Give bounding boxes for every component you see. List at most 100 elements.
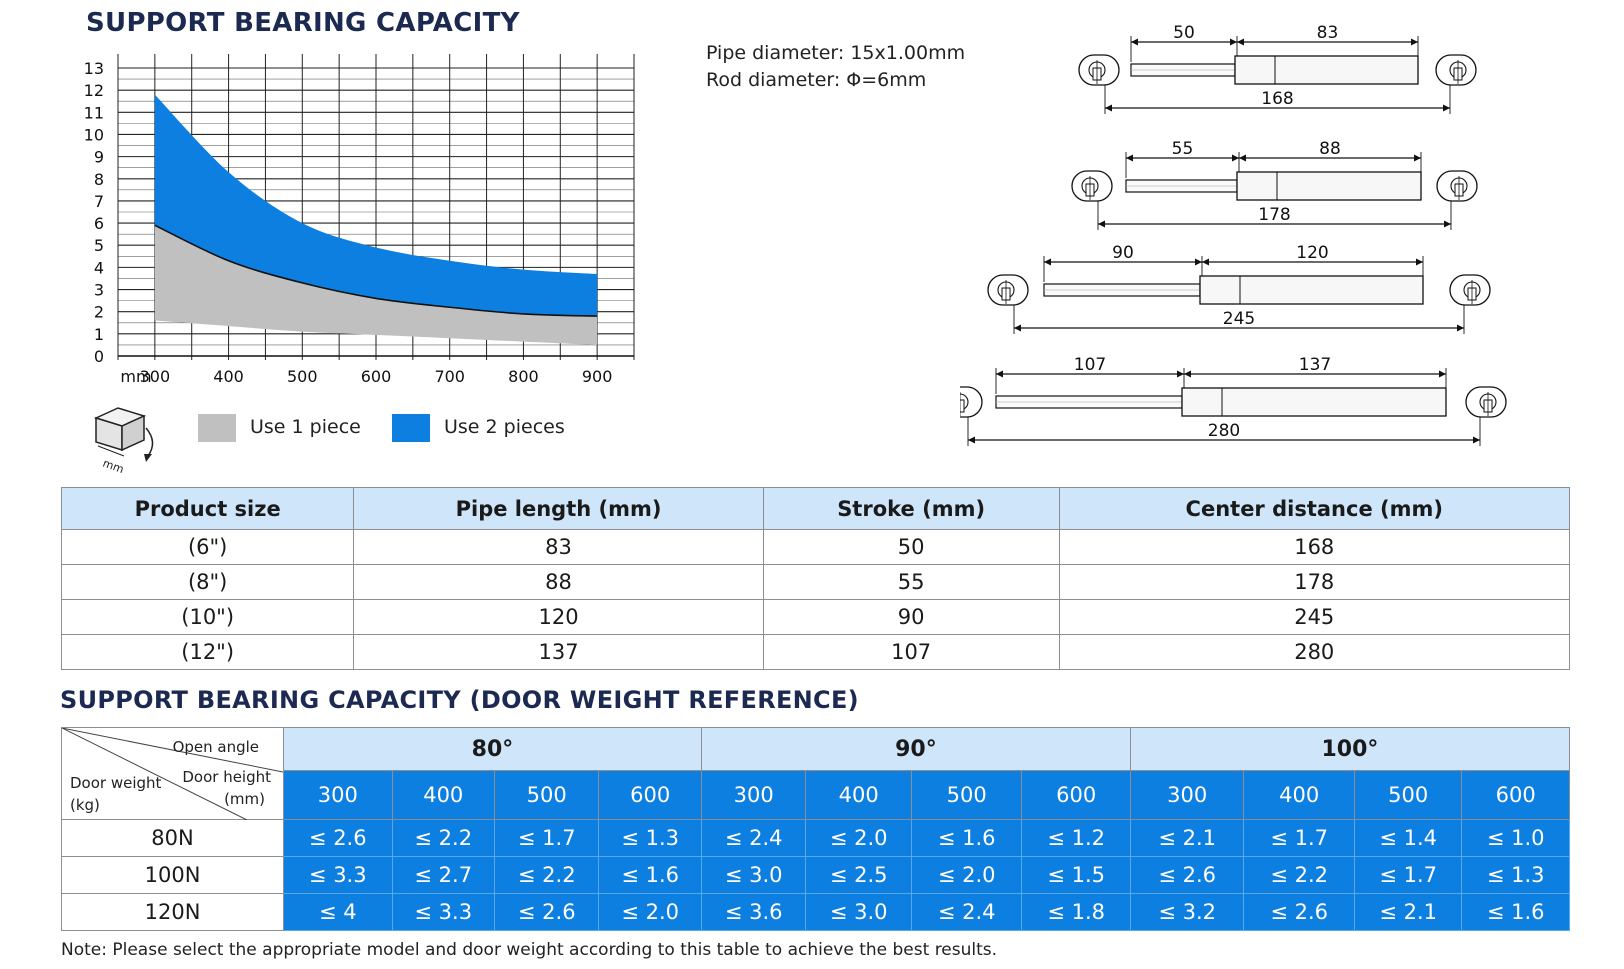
door-weight-label: Door weight — [70, 774, 162, 792]
force-label: 80N — [60, 819, 285, 857]
size-table-row: (12") 137 107 280 — [60, 634, 1570, 670]
size-table-cell: 178 — [1058, 564, 1570, 600]
door-weight-row: 80N ≤ 2.6 ≤ 2.2 ≤ 1.7 ≤ 1.3 ≤ 2.4 ≤ 2.0 ≤ 1.6 ≤ … — [60, 819, 1570, 857]
force-label: 100N — [60, 856, 285, 894]
note-text: Note: Please select the appropriate mode… — [61, 940, 998, 960]
weight-value-cell: ≤ 1.7 — [1353, 856, 1463, 894]
weight-value-cell: ≤ 1.4 — [1353, 819, 1463, 857]
door-weight-unit: (kg) — [70, 796, 100, 814]
weight-value-cell: ≤ 2.4 — [910, 893, 1023, 931]
door-weight-title: SUPPORT BEARING CAPACITY (DOOR WEIGHT RE… — [60, 686, 859, 714]
area-use-2-pieces — [154, 94, 598, 317]
center-distance-dimension: 245 — [1223, 309, 1255, 329]
door-height-cell: 300 — [283, 770, 393, 820]
size-table-header: Product size Pipe length (mm) Stroke (mm… — [60, 487, 1570, 530]
size-table-cell: (10") — [60, 599, 355, 635]
weight-value-cell: ≤ 1.6 — [598, 856, 702, 894]
x-tick-label: 400 — [213, 367, 244, 386]
gas-spring-drawing: 55 88 178 — [1071, 139, 1478, 230]
weight-value-cell: ≤ 1.3 — [598, 819, 702, 857]
weight-value-cell: ≤ 2.0 — [910, 856, 1023, 894]
door-height-unit: (mm) — [224, 790, 266, 808]
weight-value-cell: ≤ 3.0 — [700, 856, 807, 894]
y-tick-label: 11 — [84, 103, 104, 122]
size-table-row: (8") 88 55 178 — [60, 564, 1570, 600]
x-tick-label: 800 — [508, 367, 539, 386]
y-tick-label: 5 — [94, 236, 104, 255]
y-tick-label: 10 — [84, 125, 104, 144]
y-tick-label: 0 — [94, 347, 104, 366]
weight-value-cell: ≤ 2.1 — [1129, 819, 1245, 857]
door-weight-row: 120N ≤ 4 ≤ 3.3 ≤ 2.6 ≤ 2.0 ≤ 3.6 ≤ 3.0 ≤ 2.4 ≤ 1… — [60, 893, 1570, 931]
weight-value-cell: ≤ 2.0 — [805, 819, 912, 857]
door-weight-row: 100N ≤ 3.3 ≤ 2.7 ≤ 2.2 ≤ 1.6 ≤ 3.0 ≤ 2.5 ≤ 2.0 ≤… — [60, 856, 1570, 894]
gas-spring-drawing: 50 83 168 — [1078, 23, 1477, 114]
pipe-dimension: 88 — [1319, 139, 1341, 159]
table-corner-cell: Open angle Door height (mm) Door weight … — [60, 727, 285, 820]
gas-spring-drawing: 107 137 280 — [960, 355, 1507, 446]
door-height-cell: 400 — [1243, 770, 1355, 820]
boundary-line — [154, 224, 598, 317]
svg-text:mm: mm — [101, 457, 126, 477]
x-tick-label: 500 — [287, 367, 318, 386]
door-height-cell: 600 — [1021, 770, 1131, 820]
weight-value-cell: ≤ 1.2 — [1021, 819, 1131, 857]
weight-value-cell: ≤ 3.3 — [391, 893, 495, 931]
legend-swatch-1-piece — [198, 414, 236, 442]
door-height-cell: 500 — [493, 770, 600, 820]
y-tick-label: 13 — [84, 59, 104, 78]
pipe-dimension: 83 — [1317, 23, 1339, 43]
weight-value-cell: ≤ 2.6 — [283, 819, 393, 857]
y-tick-label: 9 — [94, 148, 104, 167]
chart-legend: mm Use 1 piece Use 2 pieces — [88, 404, 648, 484]
weight-value-cell: ≤ 1.5 — [1021, 856, 1131, 894]
pipe-dimension: 120 — [1296, 243, 1328, 263]
force-label: 120N — [60, 893, 285, 931]
stroke-dimension: 55 — [1172, 139, 1194, 159]
angle-90: 90° — [700, 727, 1131, 771]
door-height-cell: 400 — [391, 770, 495, 820]
weight-value-cell: ≤ 1.0 — [1461, 819, 1570, 857]
weight-value-cell: ≤ 1.8 — [1021, 893, 1131, 931]
y-tick-label: 3 — [94, 281, 104, 300]
weight-value-cell: ≤ 2.6 — [493, 893, 600, 931]
x-tick-label: 900 — [582, 367, 613, 386]
header-stroke: Stroke (mm) — [762, 487, 1060, 530]
weight-value-cell: ≤ 2.0 — [598, 893, 702, 931]
size-table-cell: (6") — [60, 529, 355, 565]
door-height-cell: 300 — [700, 770, 807, 820]
size-table-cell: 88 — [353, 564, 764, 600]
x-tick-label: 300 — [140, 367, 171, 386]
weight-value-cell: ≤ 3.2 — [1129, 893, 1245, 931]
stroke-dimension: 107 — [1074, 355, 1106, 375]
weight-value-cell: ≤ 2.5 — [805, 856, 912, 894]
center-distance-dimension: 178 — [1258, 205, 1290, 225]
dimension-drawings: 50 83 168 55 88 178 90 120 245 107 137 280 — [960, 23, 1507, 446]
area-use-1-piece — [154, 225, 598, 345]
door-height-cell: 400 — [805, 770, 912, 820]
size-table-cell: 137 — [353, 634, 764, 670]
angle-100: 100° — [1129, 727, 1571, 771]
door-height-cell: 300 — [1129, 770, 1245, 820]
size-table: Product size Pipe length (mm) Stroke (mm… — [60, 487, 1570, 670]
legend-label-2-pieces: Use 2 pieces — [444, 416, 565, 438]
weight-value-cell: ≤ 1.6 — [910, 819, 1023, 857]
size-table-cell: 245 — [1058, 599, 1570, 635]
weight-value-cell: ≤ 3.6 — [700, 893, 807, 931]
door-height-cell: 500 — [910, 770, 1023, 820]
pipe-dimension: 137 — [1299, 355, 1331, 375]
door-height-cell: 600 — [598, 770, 702, 820]
header-center-distance: Center distance (mm) — [1058, 487, 1570, 530]
weight-value-cell: ≤ 2.2 — [1243, 856, 1355, 894]
x-tick-label: 700 — [434, 367, 465, 386]
pipe-diameter-text: Pipe diameter: 15x1.00mm — [706, 42, 966, 64]
chart-title: SUPPORT BEARING CAPACITY — [86, 8, 520, 38]
weight-value-cell: ≤ 2.1 — [1353, 893, 1463, 931]
y-tick-label: 12 — [84, 81, 104, 100]
weight-value-cell: ≤ 1.6 — [1461, 893, 1570, 931]
size-table-cell: 90 — [762, 599, 1060, 635]
size-table-cell: (8") — [60, 564, 355, 600]
door-weight-table: Open angle Door height (mm) Door weight … — [60, 727, 1571, 931]
size-table-row: (10") 120 90 245 — [60, 599, 1570, 635]
